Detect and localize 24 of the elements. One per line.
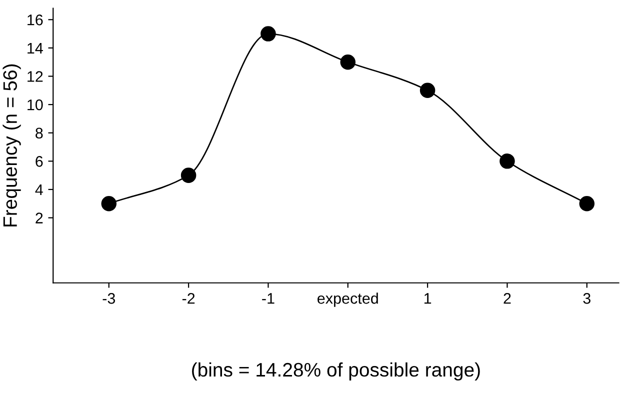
point bbox=[260, 26, 276, 42]
y-tick-label: 2 bbox=[36, 212, 43, 224]
y-tick-label: 6 bbox=[36, 156, 43, 167]
x-tick-label: -2 bbox=[182, 293, 195, 304]
y-tick-label: 8 bbox=[36, 128, 43, 139]
x-tick-label: -3 bbox=[102, 293, 116, 304]
point bbox=[101, 196, 117, 212]
y-tick-label: 14 bbox=[28, 42, 43, 54]
x-tick-label: 2 bbox=[504, 293, 511, 304]
x-axis-title: (bins = 14.28% of possible range) bbox=[192, 362, 480, 381]
x-tick-label: -1 bbox=[262, 293, 274, 304]
point bbox=[180, 168, 196, 183]
y-tick-label: 4 bbox=[35, 184, 43, 196]
point bbox=[579, 196, 595, 212]
point bbox=[500, 154, 515, 169]
y-tick-label: 16 bbox=[28, 14, 43, 26]
x-tick-label: expected bbox=[318, 292, 378, 307]
y-axis-title: Frequency (n = 56) bbox=[2, 64, 21, 226]
x-tick-label: 3 bbox=[583, 293, 590, 304]
x-tick-label: 1 bbox=[424, 293, 432, 304]
point bbox=[420, 82, 436, 98]
point bbox=[340, 54, 356, 70]
y-tick-label: 12 bbox=[28, 71, 43, 82]
y-tick-label: 10 bbox=[28, 99, 43, 110]
